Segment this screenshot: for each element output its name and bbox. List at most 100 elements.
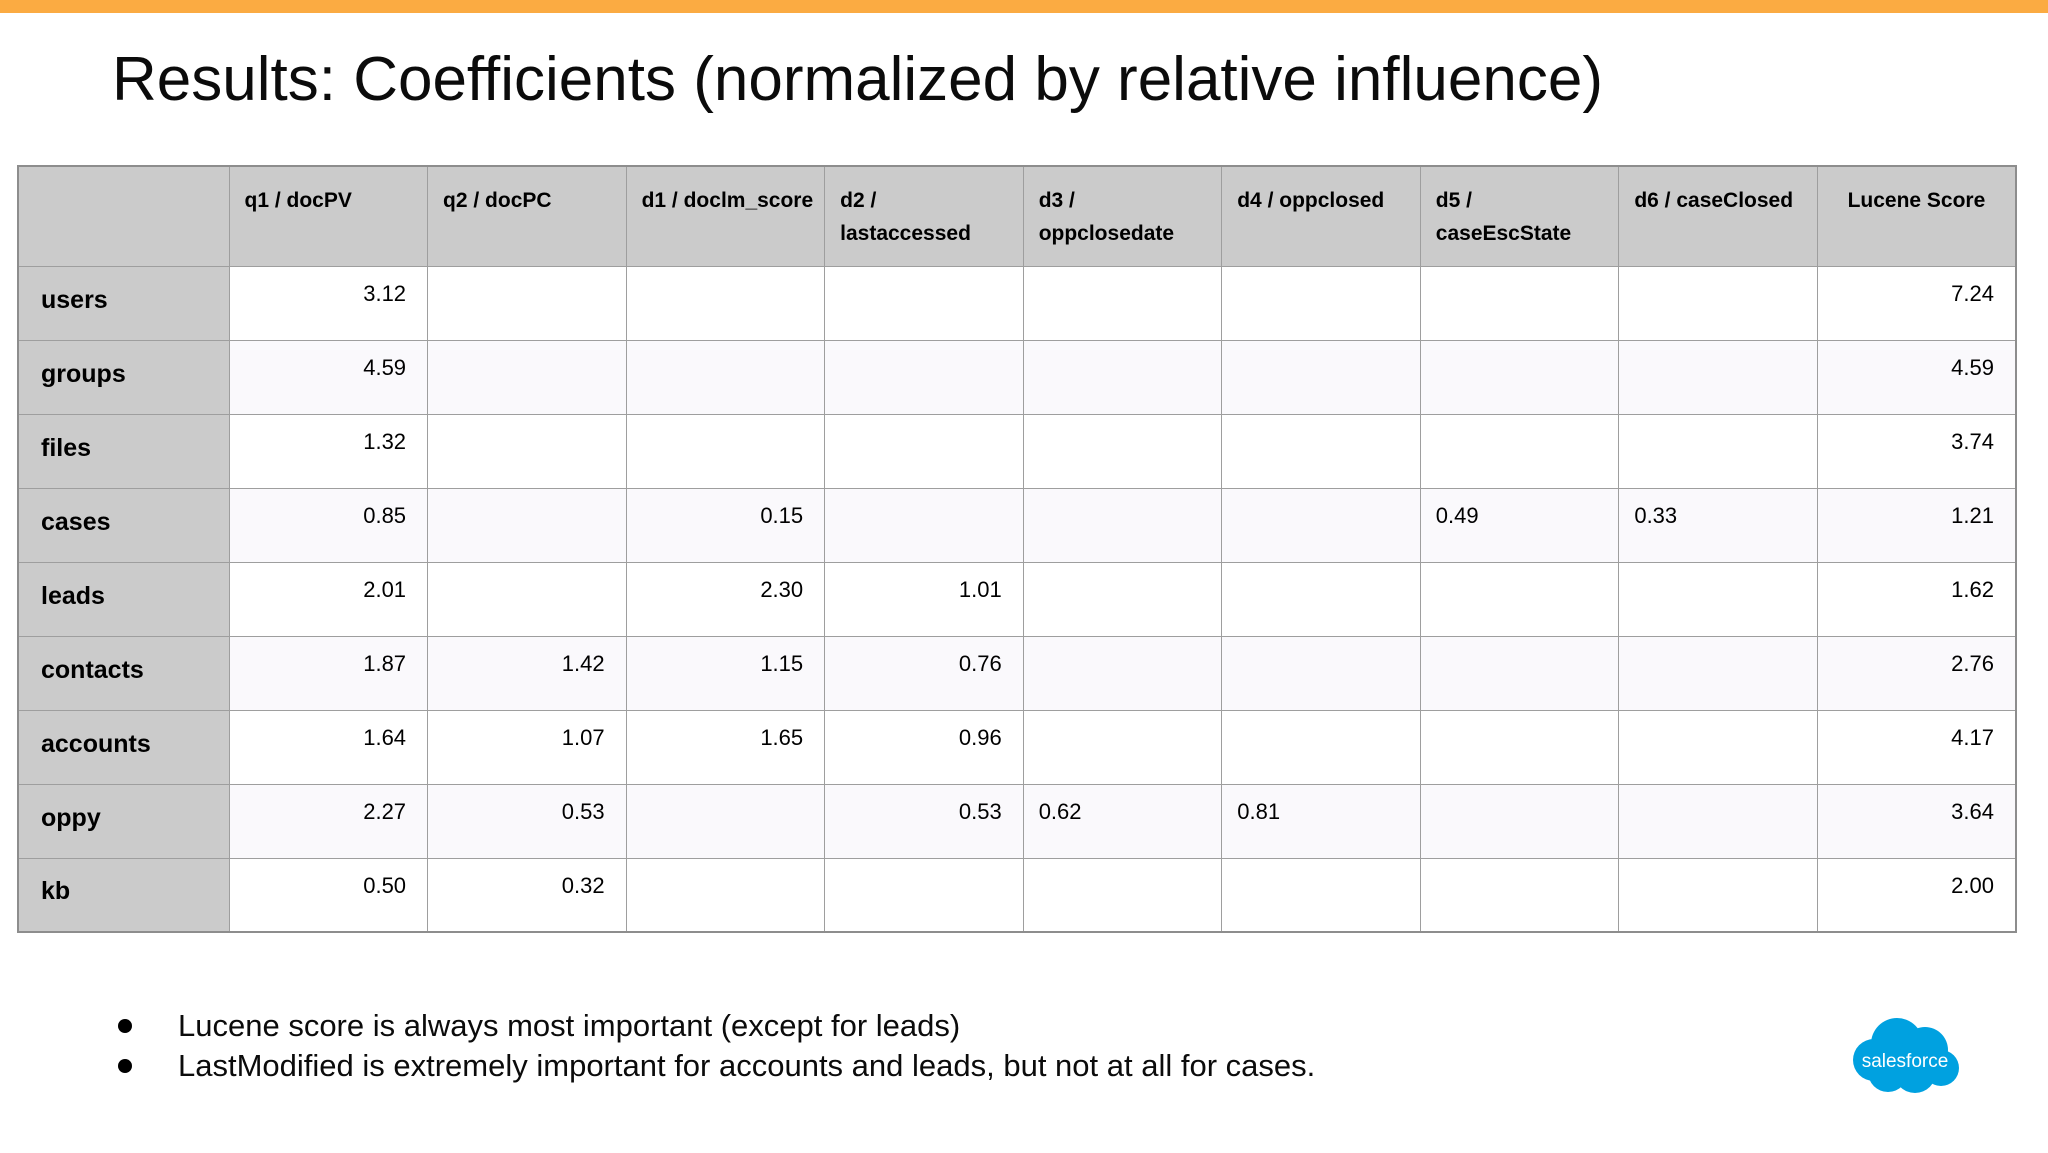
table-cell [1022,413,1223,489]
salesforce-wordmark: salesforce [1862,1051,1949,1072]
row-label: kb [17,857,230,933]
table-row: groups 4.59 4.59 [17,339,2017,415]
column-header: d3 / oppclosedate [1022,165,1223,267]
table-cell: 1.87 [228,635,429,711]
table-cell [427,487,627,563]
table-cell [625,339,826,415]
table-cell: 3.74 [1816,413,2017,489]
table-cell [824,487,1024,563]
table-cell [1419,413,1620,489]
table-cell [1221,561,1421,637]
table-cell [1022,635,1223,711]
table-cell [427,265,627,341]
row-label: groups [17,339,230,415]
table-cell [1618,709,1818,785]
table-cell [1419,561,1620,637]
column-header: Lucene Score [1816,165,2017,267]
row-label: oppy [17,783,230,859]
table-cell [1022,857,1223,933]
table-row: contacts 1.87 1.42 1.15 0.76 2.76 [17,635,2017,711]
row-label: accounts [17,709,230,785]
column-header: d5 / caseEscState [1419,165,1620,267]
note-item: Lucene score is always most important (e… [118,1006,1315,1046]
row-label: contacts [17,635,230,711]
table-cell [1221,487,1421,563]
table-row: files 1.32 3.74 [17,413,2017,489]
table-row: kb 0.50 0.32 2.00 [17,857,2017,933]
table-cell: 1.01 [824,561,1024,637]
bullet-icon [118,1059,132,1073]
row-label: cases [17,487,230,563]
notes-list: Lucene score is always most important (e… [118,1006,1315,1086]
table-cell: 0.33 [1618,487,1818,563]
table-cell: 0.76 [824,635,1024,711]
table-cell [1419,339,1620,415]
table-cell [1221,265,1421,341]
table-cell: 2.30 [625,561,826,637]
table-cell [824,339,1024,415]
table-cell: 3.12 [228,265,429,341]
table-cell: 2.27 [228,783,429,859]
table-cell [625,413,826,489]
table-cell: 0.53 [427,783,627,859]
page-title: Results: Coefficients (normalized by rel… [112,45,1603,114]
row-label: users [17,265,230,341]
table-cell [1618,635,1818,711]
table-cell [1419,709,1620,785]
table-corner-cell [17,165,230,267]
note-text: LastModified is extremely important for … [178,1048,1316,1083]
table-cell: 0.50 [228,857,429,933]
table-cell [427,339,627,415]
table-cell [427,413,627,489]
table-cell: 0.62 [1022,783,1223,859]
table-cell: 2.76 [1816,635,2017,711]
table-cell: 1.65 [625,709,826,785]
table-cell: 1.64 [228,709,429,785]
table-cell [824,413,1024,489]
table-cell [1419,783,1620,859]
table-cell [1419,635,1620,711]
table-cell [1221,857,1421,933]
row-label: leads [17,561,230,637]
table-cell [1022,709,1223,785]
table-cell: 0.32 [427,857,627,933]
table-cell [1022,561,1223,637]
table-cell [1618,783,1818,859]
note-text: Lucene score is always most important (e… [178,1008,961,1043]
table-cell: 0.49 [1419,487,1620,563]
table-cell: 3.64 [1816,783,2017,859]
table-body: users 3.12 7.24 groups 4.59 4.59 files 1.32 3.74… [17,265,2017,933]
table-cell: 1.62 [1816,561,2017,637]
column-header: q1 / docPV [228,165,429,267]
bullet-icon [118,1019,132,1033]
coefficients-table: q1 / docPV q2 / docPC d1 / doclm_score d2 /… [17,165,2017,933]
table-cell: 0.81 [1221,783,1421,859]
table-cell [1022,265,1223,341]
column-header: d2 / lastaccessed [824,165,1024,267]
table-row: cases 0.85 0.15 0.49 0.33 1.21 [17,487,2017,563]
table-cell [1618,265,1818,341]
table-cell: 1.21 [1816,487,2017,563]
table-cell [1022,339,1223,415]
table-cell [1022,487,1223,563]
table-cell: 4.17 [1816,709,2017,785]
table-cell [427,561,627,637]
table-cell: 0.15 [625,487,826,563]
table-cell: 0.85 [228,487,429,563]
table-cell [824,857,1024,933]
table-cell: 1.42 [427,635,627,711]
table-cell [1419,265,1620,341]
table-cell [1221,413,1421,489]
table-cell: 2.00 [1816,857,2017,933]
table-header: q1 / docPV q2 / docPC d1 / doclm_score d2 /… [17,165,2017,267]
table-cell [1221,339,1421,415]
table-cell: 2.01 [228,561,429,637]
salesforce-cloud-icon: salesforce [1853,1018,1959,1093]
top-accent-bar [0,0,2048,13]
note-item: LastModified is extremely important for … [118,1046,1315,1086]
table-cell: 4.59 [228,339,429,415]
table-cell [1221,709,1421,785]
row-label: files [17,413,230,489]
table-cell: 1.32 [228,413,429,489]
table-cell [1618,413,1818,489]
